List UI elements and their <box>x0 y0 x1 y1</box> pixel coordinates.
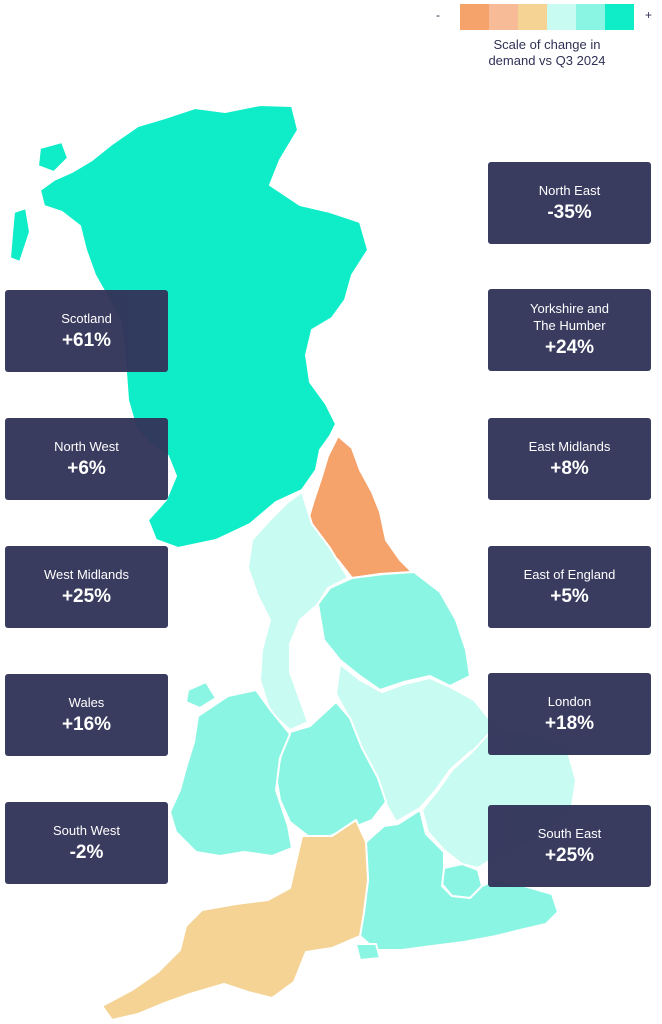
legend-swatches <box>460 4 634 30</box>
legend-swatch <box>460 4 489 30</box>
legend-swatch <box>547 4 576 30</box>
legend-swatch <box>576 4 605 30</box>
card-east-midlands: East Midlands +8% <box>488 418 651 500</box>
region-scotland-hebrides <box>9 141 69 263</box>
region-west-midlands[interactable] <box>275 701 387 837</box>
region-south-east[interactable] <box>359 809 559 951</box>
legend-swatch <box>605 4 634 30</box>
region-name: North West <box>54 438 119 454</box>
region-name: Wales <box>68 694 105 710</box>
card-london: London +18% <box>488 673 651 755</box>
region-wales[interactable] <box>169 689 293 857</box>
region-south-east-isle-of-wight <box>355 943 381 961</box>
region-name: South West <box>53 822 120 838</box>
region-name: South East <box>537 825 602 841</box>
region-scotland[interactable] <box>39 104 369 549</box>
card-wales: Wales +16% <box>5 674 168 756</box>
region-name: East Midlands <box>528 438 611 454</box>
card-south-west: South West -2% <box>5 802 168 884</box>
legend-caption: Scale of change in demand vs Q3 2024 <box>488 37 606 68</box>
region-value: +24% <box>544 337 595 358</box>
legend-minus-label: - <box>436 8 440 22</box>
region-value: -2% <box>69 841 104 863</box>
region-name: Yorkshire and The Humber <box>529 301 609 333</box>
legend-swatch <box>518 4 547 30</box>
region-value: -35% <box>547 201 592 223</box>
color-scale-legend: - + Scale of change in demand vs Q3 2024 <box>436 4 658 74</box>
region-name: North East <box>538 182 601 198</box>
card-west-midlands: West Midlands +25% <box>5 546 168 628</box>
region-value: +5% <box>550 585 589 607</box>
region-value: +18% <box>544 712 595 734</box>
region-name: London <box>547 693 592 709</box>
region-wales-anglesey <box>185 681 217 709</box>
region-name: East of England <box>523 566 616 582</box>
card-yorkshire: Yorkshire and The Humber +24% <box>488 289 651 371</box>
card-north-west: North West +6% <box>5 418 168 500</box>
region-value: +25% <box>61 585 112 607</box>
region-value: +25% <box>544 844 595 866</box>
region-north-west[interactable] <box>247 491 349 731</box>
card-north-east: North East -35% <box>488 162 651 244</box>
region-value: +16% <box>61 713 112 735</box>
legend-plus-label: + <box>645 8 653 22</box>
card-east-of-england: East of England +5% <box>488 546 651 628</box>
region-value: +8% <box>550 457 589 479</box>
region-value: +6% <box>67 457 106 479</box>
card-south-east: South East +25% <box>488 805 651 887</box>
region-yorkshire[interactable] <box>317 571 471 691</box>
region-name: West Midlands <box>43 566 129 582</box>
region-value: +61% <box>61 329 112 351</box>
region-name: Scotland <box>61 310 112 326</box>
legend-swatch <box>489 4 518 30</box>
card-scotland: Scotland +61% <box>5 290 168 372</box>
region-south-west[interactable] <box>101 819 369 1021</box>
